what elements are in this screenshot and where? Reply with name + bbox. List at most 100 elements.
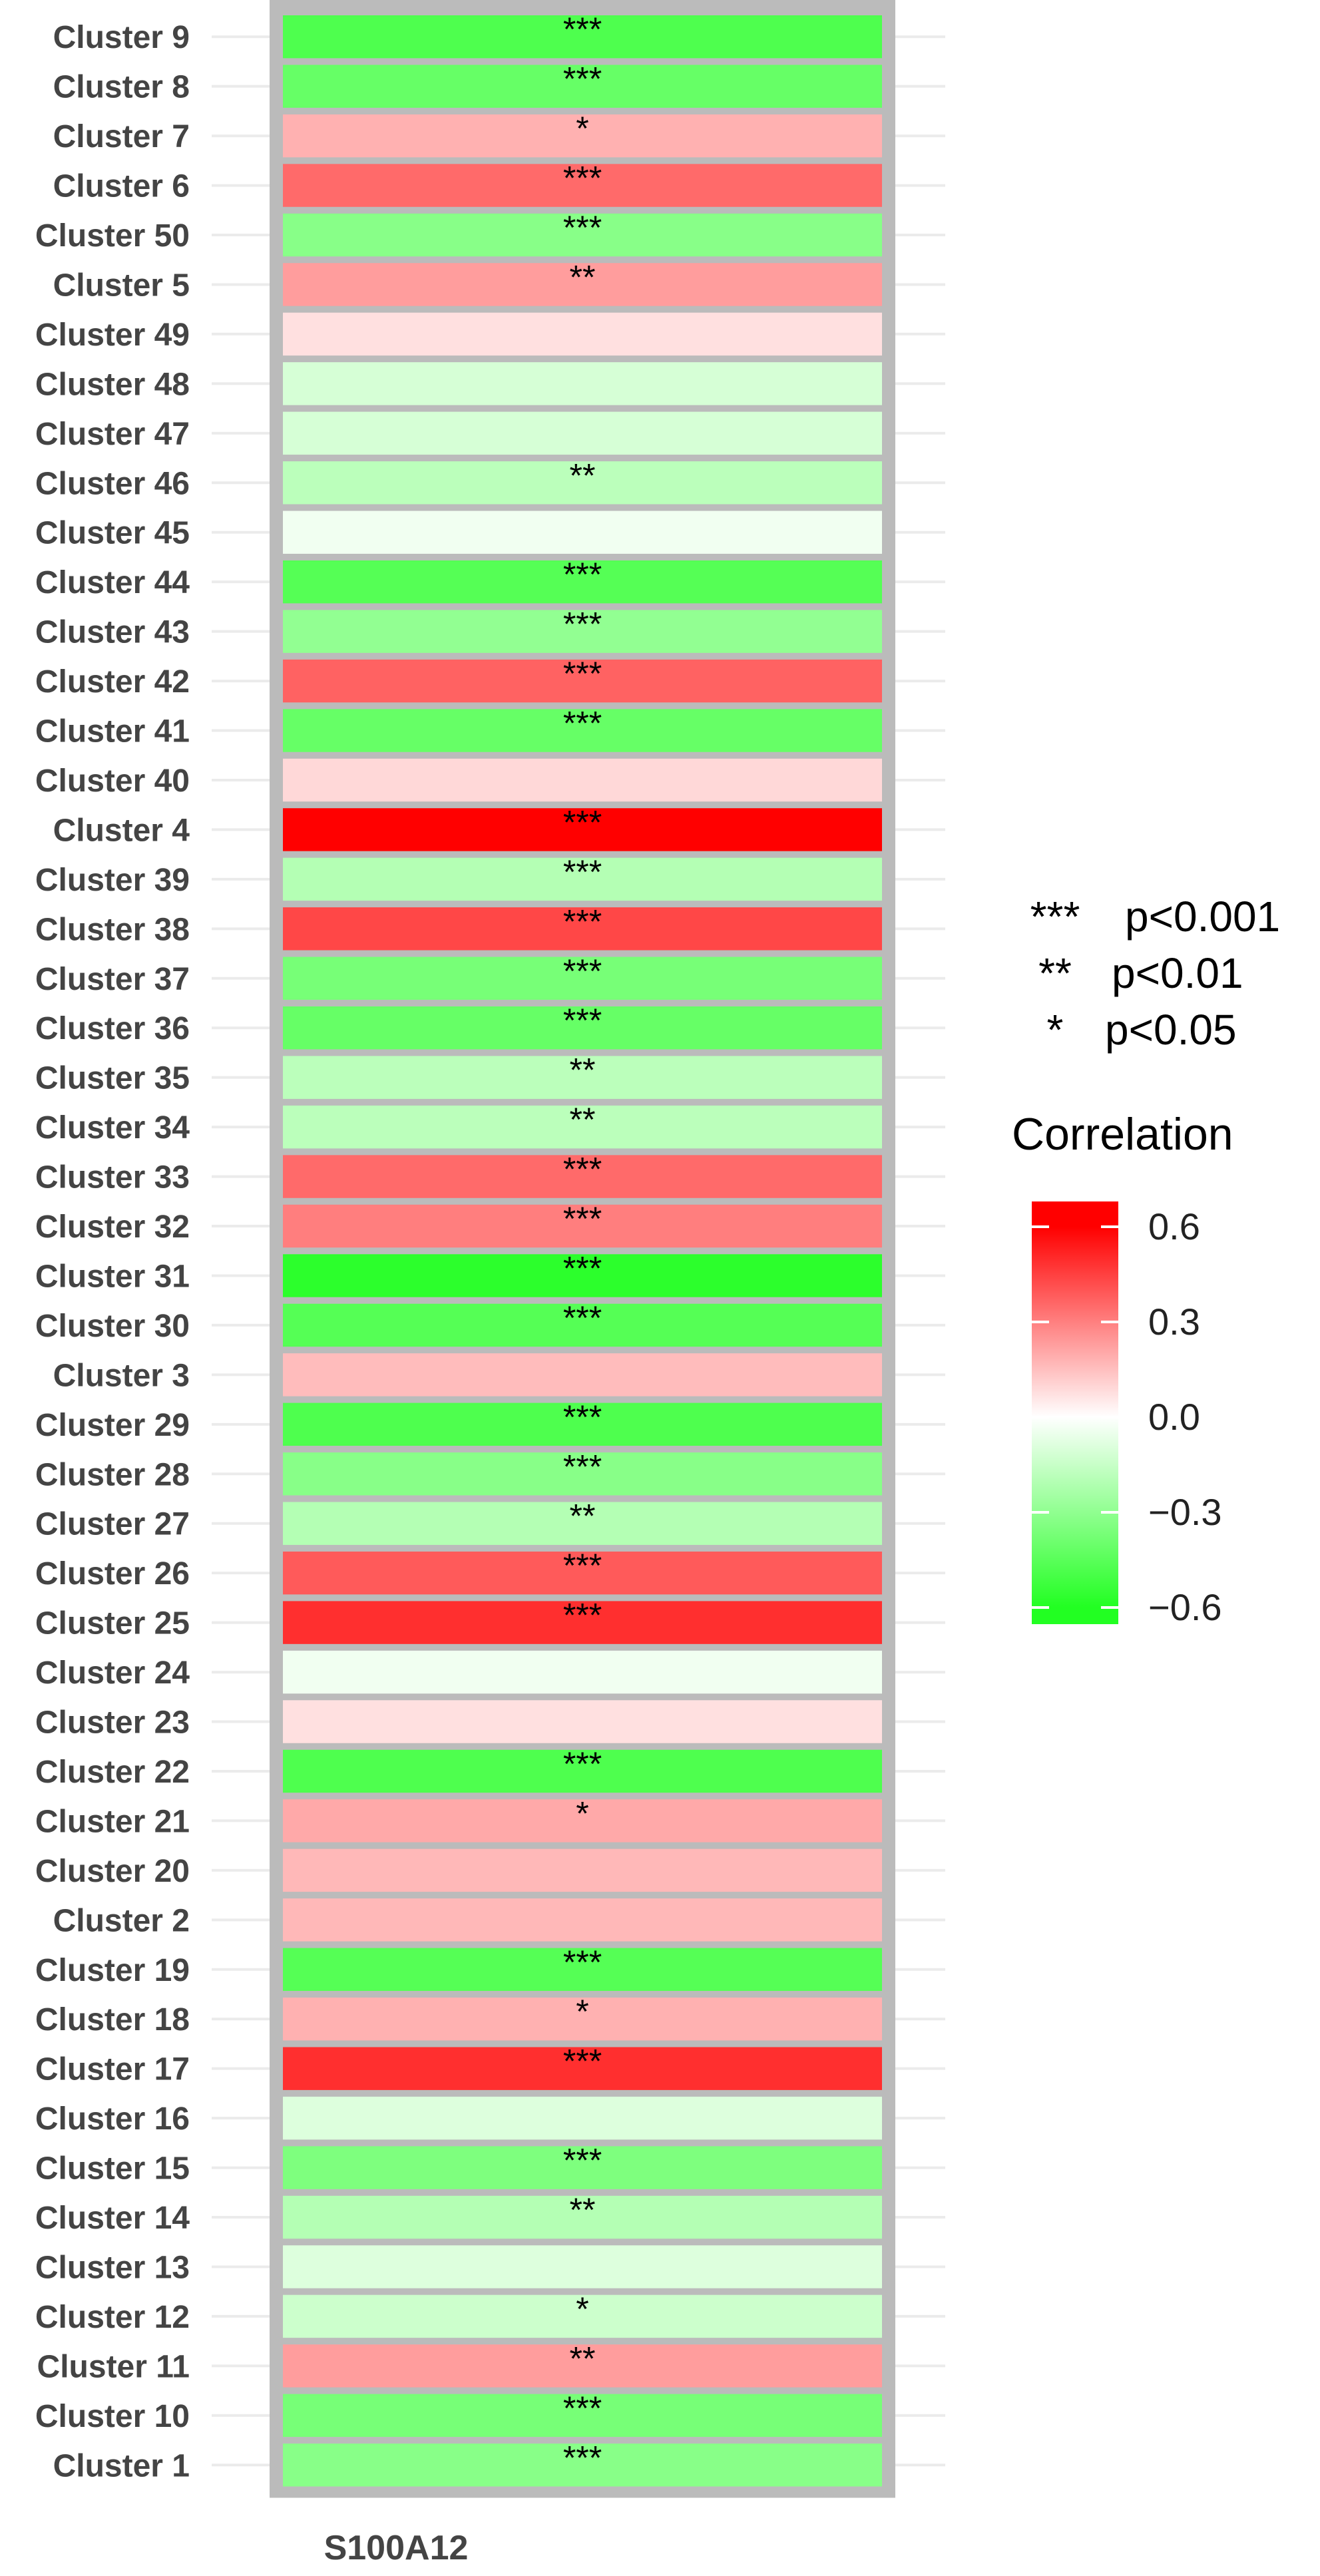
row-label: Cluster 47	[35, 417, 190, 452]
colorbar-label: 0.3	[1148, 1300, 1200, 1343]
heatmap-row: Cluster 6 ***	[53, 160, 882, 207]
significance-marker: ***	[563, 1200, 602, 1237]
heatmap-cell	[283, 511, 882, 554]
heatmap-row: Cluster 36 ***	[35, 1002, 882, 1050]
heatmap-cell	[283, 1502, 882, 1545]
row-label: Cluster 32	[35, 1209, 190, 1245]
heatmap-cell	[283, 659, 882, 703]
row-label: Cluster 4	[53, 813, 190, 848]
row-label: Cluster 24	[35, 1655, 190, 1691]
heatmap-cell	[283, 2394, 882, 2438]
heatmap-cell	[283, 2294, 882, 2338]
significance-marker: ***	[563, 903, 602, 940]
row-label: Cluster 11	[37, 2349, 190, 2384]
colorbar-label: −0.3	[1148, 1490, 1222, 1533]
heatmap-row: Cluster 8 ***	[53, 61, 882, 108]
significance-marker: ***	[563, 655, 602, 692]
significance-marker: *	[576, 110, 588, 147]
heatmap-cell	[283, 1353, 882, 1396]
significance-marker: **	[570, 457, 596, 494]
heatmap-cell	[283, 1650, 882, 1694]
heatmap-cell	[283, 1303, 882, 1347]
row-label: Cluster 31	[35, 1259, 190, 1294]
heatmap-row: Cluster 35 **	[35, 1052, 882, 1099]
heatmap-cell	[283, 2344, 882, 2388]
colorbar-tick	[1032, 1320, 1049, 1323]
heatmap-row: Cluster 12 *	[35, 2290, 882, 2338]
heatmap-row: Cluster 20	[35, 1848, 882, 1892]
heatmap-row: Cluster 32 ***	[35, 1200, 882, 1248]
heatmap-row: Cluster 28 ***	[35, 1448, 882, 1496]
row-label: Cluster 22	[35, 1755, 190, 1790]
heatmap-cell	[283, 2245, 882, 2288]
colorbar-label: 0.0	[1148, 1395, 1200, 1438]
row-label: Cluster 5	[53, 268, 190, 303]
heatmap-row: Cluster 26 ***	[35, 1547, 882, 1595]
significance-marker: ***	[563, 803, 602, 841]
colorbar-tick	[1101, 1606, 1118, 1609]
significance-marker: ***	[563, 1448, 602, 1485]
heatmap-row: Cluster 37 ***	[35, 953, 882, 1000]
heatmap-cell	[283, 1799, 882, 1842]
legend-title: Correlation	[1012, 1109, 1233, 1160]
row-label: Cluster 23	[35, 1705, 190, 1741]
heatmap-row: Cluster 27 **	[35, 1498, 882, 1545]
row-label: Cluster 19	[35, 1953, 190, 1988]
row-label: Cluster 12	[35, 2300, 190, 2335]
heatmap-cell	[283, 1204, 882, 1248]
significance-marker: **	[570, 1498, 596, 1535]
heatmap-cell	[283, 1998, 882, 2041]
significance-marker: ***	[563, 1944, 602, 1981]
significance-marker: ***	[563, 1597, 602, 1634]
heatmap-row: Cluster 38 ***	[35, 903, 882, 951]
heatmap-row: Cluster 3	[53, 1353, 882, 1396]
heatmap-row: Cluster 25 ***	[35, 1597, 882, 1644]
colorbar-tick	[1101, 1320, 1118, 1323]
heatmap-cell	[283, 1006, 882, 1050]
heatmap-cell	[283, 758, 882, 802]
heatmap-row: Cluster 29 ***	[35, 1398, 882, 1446]
colorbar-tick	[1032, 1606, 1049, 1609]
significance-marker: **	[570, 258, 596, 296]
heatmap-row: Cluster 46 **	[35, 457, 882, 505]
heatmap: Cluster 9 ***Cluster 8 ***Cluster 7 *Cluste…	[35, 0, 945, 2567]
row-label: Cluster 1	[53, 2448, 190, 2483]
sig-text: p<0.05	[1105, 1006, 1237, 1054]
colorbar-label: −0.6	[1148, 1586, 1222, 1628]
heatmap-cell	[283, 15, 882, 59]
heatmap-cell	[283, 114, 882, 158]
heatmap-row: Cluster 22 ***	[35, 1745, 882, 1793]
heatmap-cell	[283, 1848, 882, 1892]
heatmap-row: Cluster 2	[53, 1898, 882, 1942]
sig-text: p<0.001	[1125, 893, 1281, 941]
row-label: Cluster 33	[35, 1160, 190, 1195]
heatmap-row: Cluster 43 ***	[35, 606, 882, 653]
row-label: Cluster 43	[35, 615, 190, 650]
heatmap-cell	[283, 907, 882, 951]
row-label: Cluster 17	[35, 2052, 190, 2087]
significance-marker: ***	[563, 853, 602, 891]
colorbar-tick	[1032, 1225, 1049, 1229]
heatmap-row: Cluster 19 ***	[35, 1944, 882, 1991]
row-label: Cluster 49	[35, 318, 190, 353]
heatmap-cell	[283, 1105, 882, 1149]
heatmap-cell	[283, 362, 882, 405]
sig-stars: ***	[1030, 893, 1080, 941]
heatmap-cell	[283, 1948, 882, 1991]
heatmap-cell	[283, 957, 882, 1000]
sig-stars: *	[1046, 1006, 1064, 1054]
row-label: Cluster 36	[35, 1011, 190, 1046]
row-label: Cluster 39	[35, 863, 190, 898]
significance-marker: ***	[563, 1002, 602, 1039]
row-label: Cluster 8	[53, 70, 190, 105]
heatmap-cell	[283, 808, 882, 851]
significance-marker: ***	[563, 2043, 602, 2080]
significance-marker: **	[570, 1101, 596, 1138]
row-label: Cluster 45	[35, 516, 190, 551]
row-label: Cluster 25	[35, 1606, 190, 1641]
significance-marker: ***	[563, 606, 602, 643]
significance-marker: ***	[563, 1151, 602, 1188]
row-label: Cluster 10	[35, 2399, 190, 2434]
heatmap-cell	[283, 1898, 882, 1942]
heatmap-cell	[283, 2146, 882, 2189]
